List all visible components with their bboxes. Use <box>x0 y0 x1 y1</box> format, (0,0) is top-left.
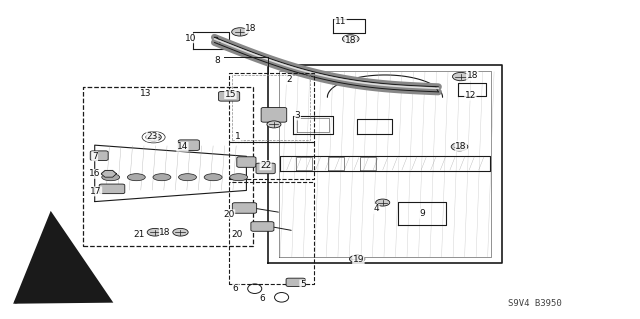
FancyBboxPatch shape <box>90 151 108 160</box>
Text: 18: 18 <box>455 142 467 151</box>
Text: 4: 4 <box>374 204 379 213</box>
Text: 20: 20 <box>231 230 243 239</box>
Text: 7: 7 <box>92 152 97 161</box>
Text: 14: 14 <box>177 142 188 151</box>
Text: 6: 6 <box>260 294 265 303</box>
Circle shape <box>146 133 161 141</box>
Text: 8: 8 <box>215 56 220 65</box>
Text: 21: 21 <box>134 230 145 239</box>
FancyBboxPatch shape <box>286 278 305 286</box>
Text: FR.: FR. <box>54 284 74 294</box>
Text: 11: 11 <box>335 17 346 26</box>
FancyBboxPatch shape <box>99 184 125 194</box>
Text: 17: 17 <box>90 187 102 196</box>
Circle shape <box>147 228 163 236</box>
FancyBboxPatch shape <box>251 222 274 231</box>
Text: 10: 10 <box>185 34 196 43</box>
FancyBboxPatch shape <box>178 140 200 150</box>
Circle shape <box>342 35 359 43</box>
Ellipse shape <box>102 174 120 181</box>
Text: 22: 22 <box>260 161 271 170</box>
Circle shape <box>376 199 390 206</box>
Text: 18: 18 <box>159 228 171 237</box>
Text: S9V4 B3950: S9V4 B3950 <box>508 299 561 308</box>
Circle shape <box>232 28 248 36</box>
Text: 13: 13 <box>140 89 152 98</box>
FancyBboxPatch shape <box>218 92 239 101</box>
Ellipse shape <box>179 174 196 181</box>
Text: 16: 16 <box>89 169 100 178</box>
Text: 18: 18 <box>345 36 356 45</box>
Text: 23: 23 <box>147 132 158 141</box>
FancyBboxPatch shape <box>261 108 287 122</box>
Text: 20: 20 <box>223 210 235 219</box>
Text: 19: 19 <box>353 256 364 264</box>
FancyBboxPatch shape <box>237 157 256 167</box>
Ellipse shape <box>127 174 145 181</box>
Circle shape <box>349 255 365 263</box>
Text: 9: 9 <box>420 209 425 218</box>
Text: 18: 18 <box>245 24 257 33</box>
Ellipse shape <box>204 174 222 181</box>
Text: 2: 2 <box>287 75 292 84</box>
Text: 12: 12 <box>465 91 476 100</box>
Circle shape <box>451 143 468 151</box>
Text: 18: 18 <box>467 71 478 80</box>
Ellipse shape <box>153 174 171 181</box>
Circle shape <box>452 72 469 81</box>
Text: 15: 15 <box>225 90 236 99</box>
FancyBboxPatch shape <box>256 163 275 174</box>
Text: 6: 6 <box>233 284 238 293</box>
Text: 3: 3 <box>295 111 300 120</box>
Text: 5: 5 <box>300 280 305 289</box>
Text: 1: 1 <box>236 132 241 141</box>
Ellipse shape <box>230 174 248 181</box>
Polygon shape <box>101 171 116 177</box>
Circle shape <box>173 228 188 236</box>
FancyBboxPatch shape <box>232 203 257 213</box>
Circle shape <box>267 121 281 128</box>
